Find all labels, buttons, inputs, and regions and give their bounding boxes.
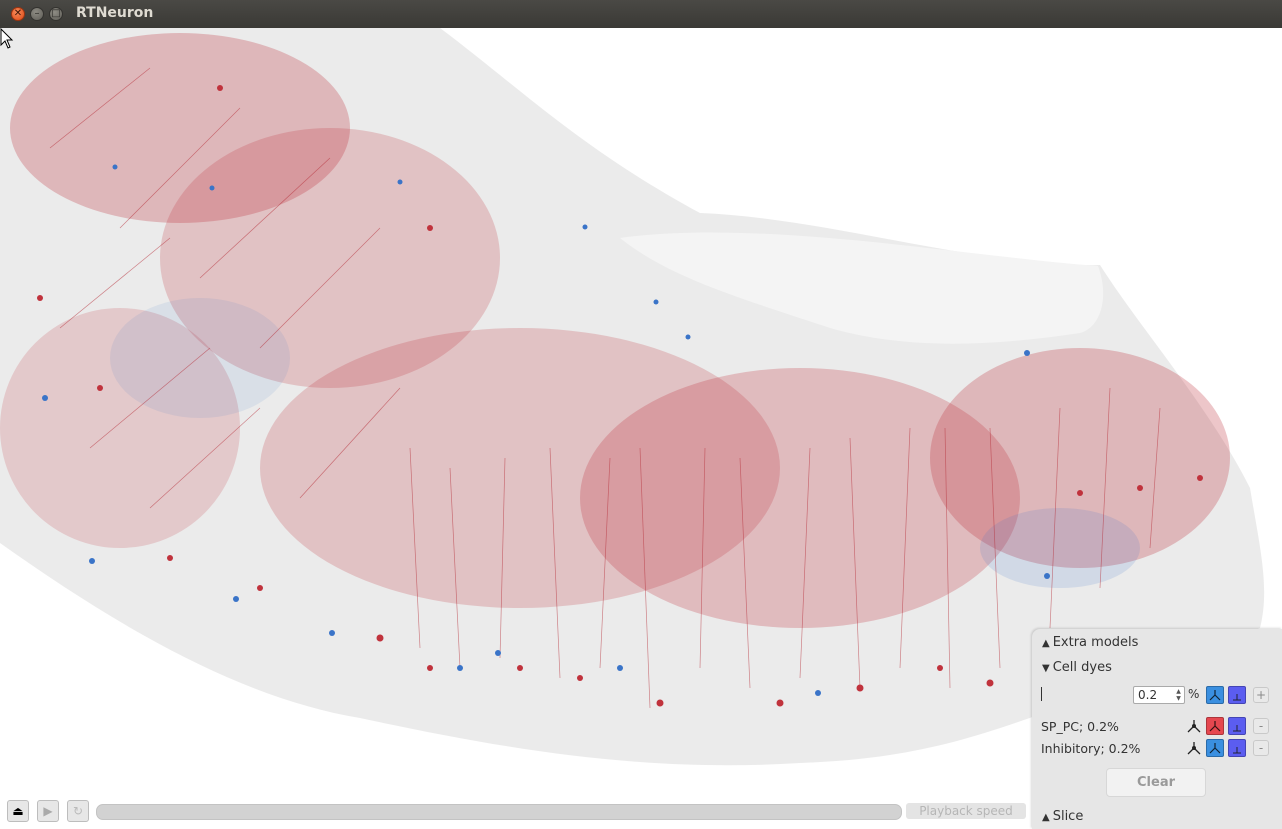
play-icon: ▶ — [43, 804, 53, 818]
cell-dyes-toggle[interactable]: ▼ Cell dyes — [1042, 660, 1112, 675]
slice-label: Slice — [1052, 809, 1084, 824]
playback-speed-slider[interactable]: Playback speed — [906, 803, 1026, 819]
spin-arrows-icon[interactable]: ▲ ▼ — [1176, 688, 1181, 702]
maximize-window-button[interactable]: □ — [49, 7, 63, 21]
target-input-caret[interactable] — [1041, 687, 1042, 701]
dendrite-icon — [1233, 694, 1241, 701]
extra-models-toggle[interactable]: ▲ Extra models — [1042, 635, 1138, 650]
loop-button[interactable]: ↻ — [67, 800, 89, 822]
neuron-icon — [1209, 721, 1221, 732]
neuron-shape-icon[interactable] — [1186, 718, 1202, 734]
percent-value: 0.2 — [1138, 688, 1158, 702]
remove-dye-button[interactable]: - — [1253, 718, 1269, 734]
neuron-somas — [37, 85, 1203, 707]
dendrite-strokes — [49, 67, 1161, 709]
brain-mesh-fold — [620, 232, 1104, 344]
timeline-slider[interactable] — [96, 804, 902, 820]
soma-color-button[interactable] — [1206, 739, 1224, 757]
percent-unit: % — [1188, 687, 1200, 701]
cell-dyes-label: Cell dyes — [1052, 660, 1112, 675]
minimize-icon: – — [34, 8, 40, 19]
collapse-down-icon: ▼ — [1042, 663, 1050, 674]
remove-dye-button[interactable]: - — [1253, 740, 1269, 756]
neuron-shape-icon[interactable] — [1186, 740, 1202, 756]
soma-color-button[interactable] — [1206, 717, 1224, 735]
title-bar: ✕ – □ RTNeuron — [0, 0, 1282, 29]
side-panel: ▲ Extra models ▼ Cell dyes 0.2 ▲ ▼ % + SP_P… — [1032, 629, 1282, 829]
dendrite-mass — [0, 33, 1230, 628]
close-window-button[interactable]: ✕ — [11, 7, 25, 21]
dye-row-label: Inhibitory; 0.2% — [1041, 741, 1141, 756]
mouse-pointer-icon — [0, 28, 14, 49]
extra-models-label: Extra models — [1052, 635, 1139, 650]
window-title: RTNeuron — [76, 5, 154, 21]
neuron-icon — [1209, 743, 1221, 754]
branch-color-button-new[interactable] — [1228, 686, 1246, 704]
minimize-window-button[interactable]: – — [30, 7, 44, 21]
loop-icon: ↻ — [72, 804, 84, 818]
maximize-icon: □ — [51, 8, 61, 19]
branch-color-button[interactable] — [1228, 739, 1246, 757]
neuron-icon — [1209, 690, 1221, 701]
slice-toggle[interactable]: ▲ Slice — [1042, 809, 1083, 824]
eject-icon: ⏏ — [12, 804, 24, 818]
percent-spinbox[interactable]: 0.2 ▲ ▼ — [1133, 686, 1185, 704]
3d-viewport[interactable] — [0, 28, 1282, 829]
branch-color-button[interactable] — [1228, 717, 1246, 735]
close-icon: ✕ — [13, 8, 23, 19]
eject-button[interactable]: ⏏ — [7, 800, 29, 822]
expand-up-icon: ▲ — [1042, 812, 1050, 823]
expand-up-icon: ▲ — [1042, 638, 1050, 649]
clear-button[interactable]: Clear — [1106, 768, 1206, 797]
dendrite-icon — [1233, 747, 1241, 754]
dye-row-label: SP_PC; 0.2% — [1041, 719, 1119, 734]
neuron-scene — [0, 28, 1265, 766]
dendrite-icon — [1233, 725, 1241, 732]
soma-color-button-new[interactable] — [1206, 686, 1224, 704]
play-button[interactable]: ▶ — [37, 800, 59, 822]
add-dye-button[interactable]: + — [1253, 687, 1269, 703]
